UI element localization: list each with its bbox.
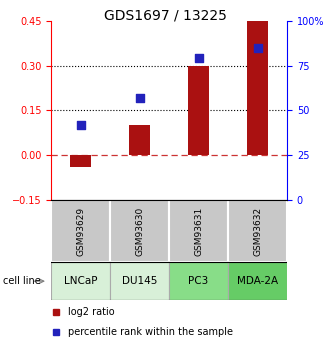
Text: GSM93630: GSM93630 — [135, 207, 144, 256]
Bar — [110, 200, 169, 262]
Bar — [129, 125, 150, 155]
Text: GSM93629: GSM93629 — [76, 207, 85, 256]
Text: GDS1697 / 13225: GDS1697 / 13225 — [104, 9, 226, 23]
Text: cell line: cell line — [3, 276, 41, 286]
Point — [255, 45, 260, 50]
Bar — [169, 262, 228, 300]
Text: GSM93632: GSM93632 — [253, 207, 262, 256]
Text: log2 ratio: log2 ratio — [68, 307, 114, 317]
Bar — [188, 66, 209, 155]
Text: LNCaP: LNCaP — [64, 276, 97, 286]
Point — [137, 95, 142, 101]
Text: MDA-2A: MDA-2A — [237, 276, 278, 286]
Bar — [70, 155, 91, 167]
Point — [78, 122, 83, 128]
Bar — [169, 200, 228, 262]
Bar — [51, 262, 110, 300]
Point — [196, 56, 201, 61]
Bar — [51, 200, 110, 262]
Bar — [247, 21, 268, 155]
Bar — [228, 200, 287, 262]
Text: GSM93631: GSM93631 — [194, 207, 203, 256]
Bar — [228, 262, 287, 300]
Text: percentile rank within the sample: percentile rank within the sample — [68, 327, 233, 337]
Text: PC3: PC3 — [188, 276, 209, 286]
Text: DU145: DU145 — [122, 276, 157, 286]
Bar — [110, 262, 169, 300]
